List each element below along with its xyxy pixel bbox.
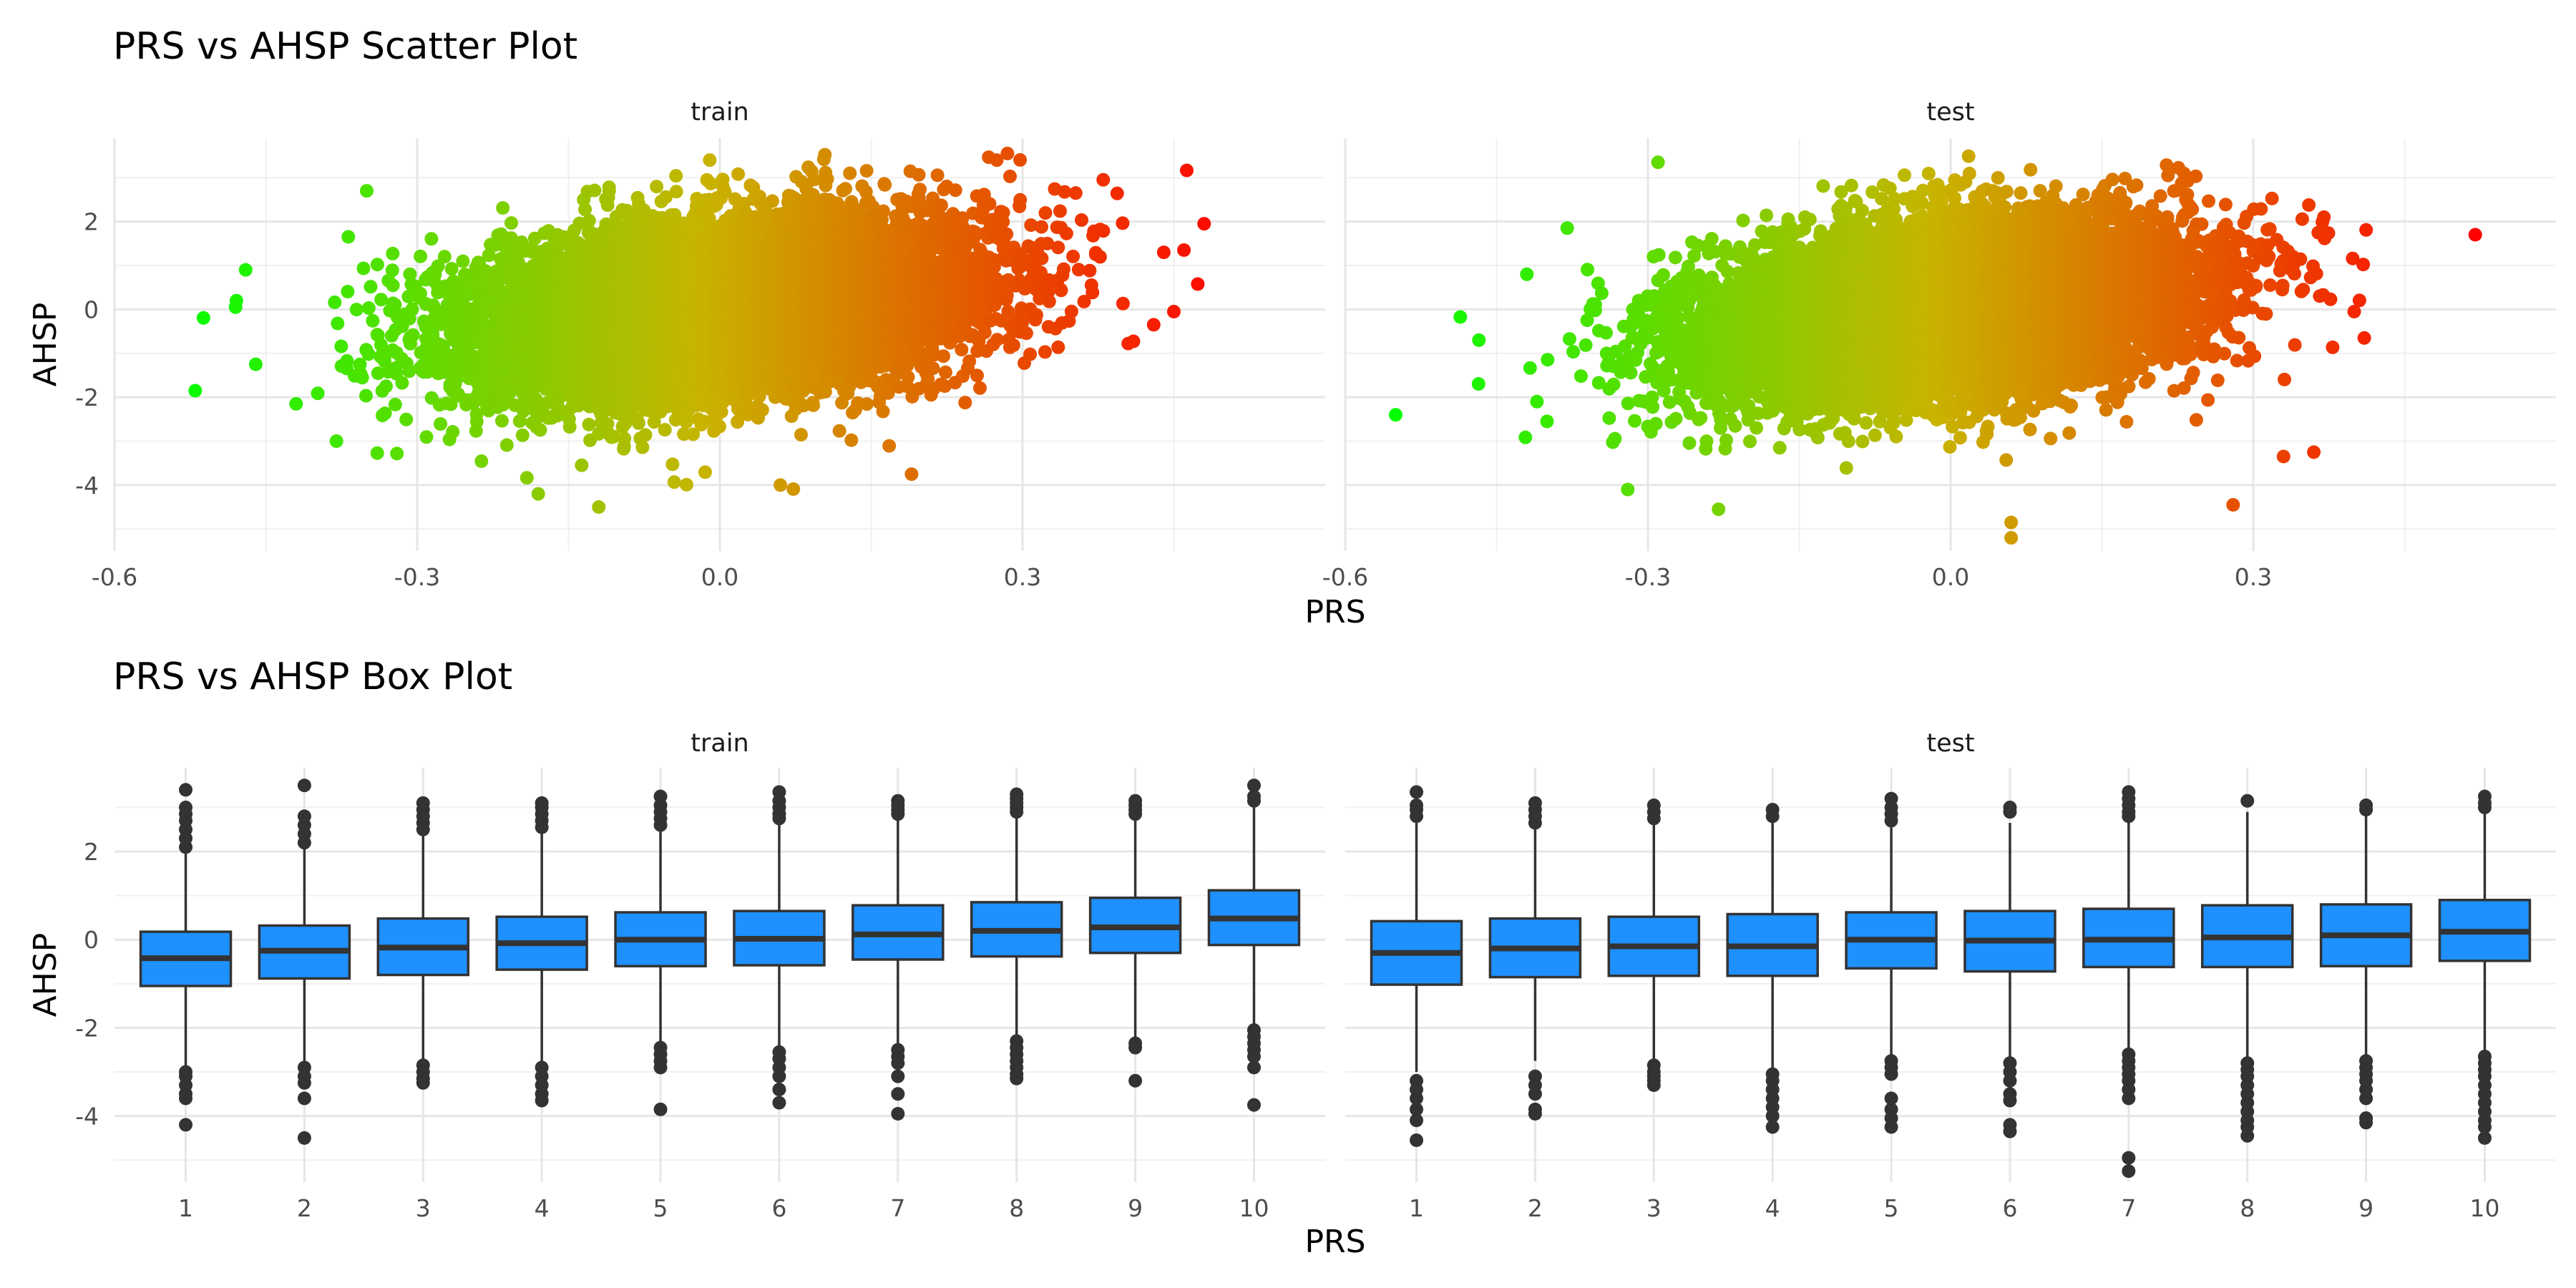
scatter-point	[414, 249, 428, 263]
scatter-point	[395, 376, 409, 390]
scatter-point	[431, 259, 445, 273]
scatter-point	[665, 457, 680, 472]
scatter-point	[386, 246, 400, 260]
x-tick-label: 0.0	[701, 563, 738, 591]
scatter-point	[531, 487, 545, 501]
scatter-point	[329, 434, 343, 448]
scatter-point	[341, 230, 356, 244]
scatter-point	[361, 301, 376, 315]
box-plot-title: PRS vs AHSP Box Plot	[113, 655, 512, 698]
scatter-point	[328, 296, 342, 309]
scatter-point	[401, 290, 416, 303]
scatter-point	[533, 423, 547, 437]
scatter-point	[386, 278, 400, 293]
scatter-point	[355, 371, 369, 385]
scatter-point	[631, 416, 645, 430]
scatter-point	[370, 446, 384, 460]
scatter-point	[496, 201, 510, 215]
scatter-point	[650, 180, 664, 194]
scatter-point	[388, 397, 402, 411]
scatter-panel-train: -0.6 -0.3 0.0 0.3 train	[92, 98, 1325, 591]
scatter-point	[356, 261, 371, 275]
scatter-point	[238, 263, 253, 277]
scatter-point	[331, 316, 345, 331]
scatter-point	[658, 423, 672, 437]
scatter-point	[587, 183, 602, 197]
scatter-point	[575, 458, 589, 472]
scatter-point	[390, 447, 404, 461]
scatter-point	[364, 280, 378, 294]
scatter-point	[388, 298, 402, 312]
scatter-point	[582, 213, 596, 228]
scatter-point	[424, 232, 439, 246]
scatter-point	[450, 371, 464, 386]
scatter-point	[366, 313, 380, 328]
scatter-point	[406, 328, 420, 342]
scatter-point	[340, 353, 354, 368]
scatter-point	[229, 293, 243, 308]
scatter-point	[289, 396, 303, 411]
scatter-point	[446, 425, 460, 439]
scatter-point	[361, 347, 376, 361]
scatter-point	[371, 366, 385, 381]
scatter-point	[379, 379, 393, 394]
scatter-point	[374, 293, 389, 307]
facet-label: train	[691, 98, 748, 127]
scatter-point	[456, 254, 470, 268]
scatter-point	[360, 184, 374, 198]
x-tick-label: 0.3	[1004, 563, 1041, 591]
scatter-points-train	[188, 147, 1211, 514]
scatter-point	[519, 471, 534, 485]
scatter-point	[698, 465, 712, 479]
scatter-point	[504, 216, 518, 230]
scatter-point	[669, 185, 683, 199]
x-tick-label: -0.6	[92, 563, 137, 591]
scatter-point	[405, 302, 419, 316]
scatter-point	[399, 412, 414, 426]
scatter-point	[188, 384, 203, 398]
scatter-point	[434, 417, 448, 431]
scatter-point	[311, 386, 325, 401]
scatter-point	[248, 357, 263, 371]
scatter-point	[679, 415, 693, 429]
scatter-point	[385, 263, 399, 278]
scatter-point	[669, 169, 683, 183]
scatter-point	[592, 500, 606, 514]
scatter-point	[562, 420, 577, 434]
scatter-point	[680, 477, 693, 492]
scatter-point	[667, 475, 681, 489]
x-tick-label: -0.3	[394, 563, 440, 591]
scatter-point	[334, 339, 348, 353]
scatter-point	[495, 414, 509, 428]
scatter-point	[403, 267, 417, 281]
scatter-point	[638, 428, 653, 442]
scatter-point	[515, 428, 530, 442]
scatter-point	[635, 440, 650, 454]
scatter-point	[582, 417, 596, 431]
scatter-point	[359, 389, 373, 403]
scatter-plot-title: PRS vs AHSP Scatter Plot	[113, 25, 577, 68]
scatter-point	[414, 286, 427, 301]
scatter-point	[602, 184, 616, 198]
scatter-point	[196, 311, 210, 325]
scatter-point	[618, 431, 632, 446]
scatter-point	[349, 303, 364, 317]
scatter-point	[378, 406, 392, 421]
scatter-point	[469, 414, 484, 429]
scatter-point	[370, 258, 384, 272]
scatter-point	[474, 454, 489, 468]
scatter-point	[436, 343, 451, 358]
scatter-point	[437, 250, 452, 264]
scatter-point	[444, 262, 459, 276]
scatter-point	[402, 364, 416, 379]
scatter-point	[341, 285, 355, 298]
scatter-point	[419, 430, 434, 444]
scatter-point	[499, 438, 514, 452]
